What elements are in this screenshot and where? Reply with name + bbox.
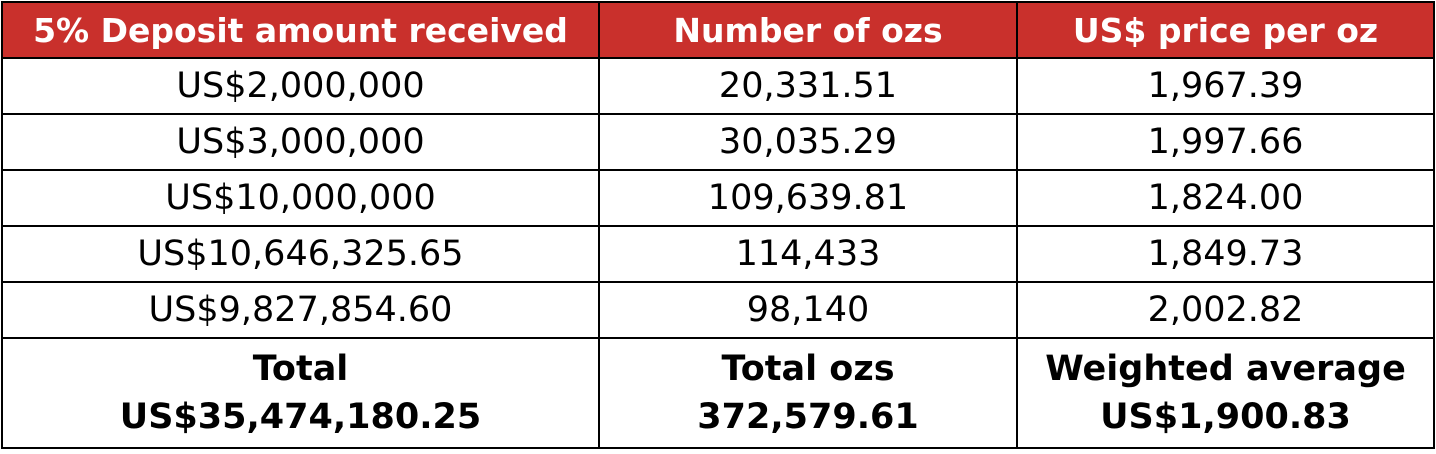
price-per-oz-cell: 1,824.00: [1016, 169, 1435, 227]
deposit-amount-cell: US$3,000,000: [1, 113, 600, 171]
header-row: 5% Deposit amount received Number of ozs…: [1, 1, 1435, 59]
ozs-cell: 98,140: [598, 281, 1018, 339]
header-number-of-ozs: Number of ozs: [598, 1, 1018, 59]
weighted-average-label: Weighted average: [1045, 349, 1406, 389]
deposit-amount-cell: US$10,000,000: [1, 169, 600, 227]
total-ozs-label: Total ozs: [721, 349, 895, 389]
header-price-per-oz: US$ price per oz: [1016, 1, 1435, 59]
ozs-cell: 30,035.29: [598, 113, 1018, 171]
ozs-cell: 20,331.51: [598, 57, 1018, 115]
table-row: US$10,000,000 109,639.81 1,824.00: [1, 169, 1435, 227]
deposit-amount-cell: US$10,646,325.65: [1, 225, 600, 283]
total-deposit-value: US$35,474,180.25: [119, 397, 482, 437]
total-ozs-value: 372,579.61: [697, 397, 919, 437]
ozs-cell: 114,433: [598, 225, 1018, 283]
total-deposit-cell: Total US$35,474,180.25: [1, 337, 600, 449]
price-per-oz-cell: 1,967.39: [1016, 57, 1435, 115]
price-per-oz-cell: 2,002.82: [1016, 281, 1435, 339]
weighted-average-cell: Weighted average US$1,900.83: [1016, 337, 1435, 449]
table-row: US$2,000,000 20,331.51 1,967.39: [1, 57, 1435, 115]
price-per-oz-cell: 1,849.73: [1016, 225, 1435, 283]
table-row: US$9,827,854.60 98,140 2,002.82: [1, 281, 1435, 339]
weighted-average-value: US$1,900.83: [1100, 397, 1351, 437]
deposit-amount-cell: US$9,827,854.60: [1, 281, 600, 339]
total-ozs-cell: Total ozs 372,579.61: [598, 337, 1018, 449]
deposit-amount-cell: US$2,000,000: [1, 57, 600, 115]
table-row: US$3,000,000 30,035.29 1,997.66: [1, 113, 1435, 171]
table-row: US$10,646,325.65 114,433 1,849.73: [1, 225, 1435, 283]
ozs-cell: 109,639.81: [598, 169, 1018, 227]
total-label: Total: [252, 349, 349, 389]
header-deposit-amount: 5% Deposit amount received: [1, 1, 600, 59]
price-per-oz-cell: 1,997.66: [1016, 113, 1435, 171]
total-row: Total US$35,474,180.25 Total ozs 372,579…: [1, 337, 1435, 449]
